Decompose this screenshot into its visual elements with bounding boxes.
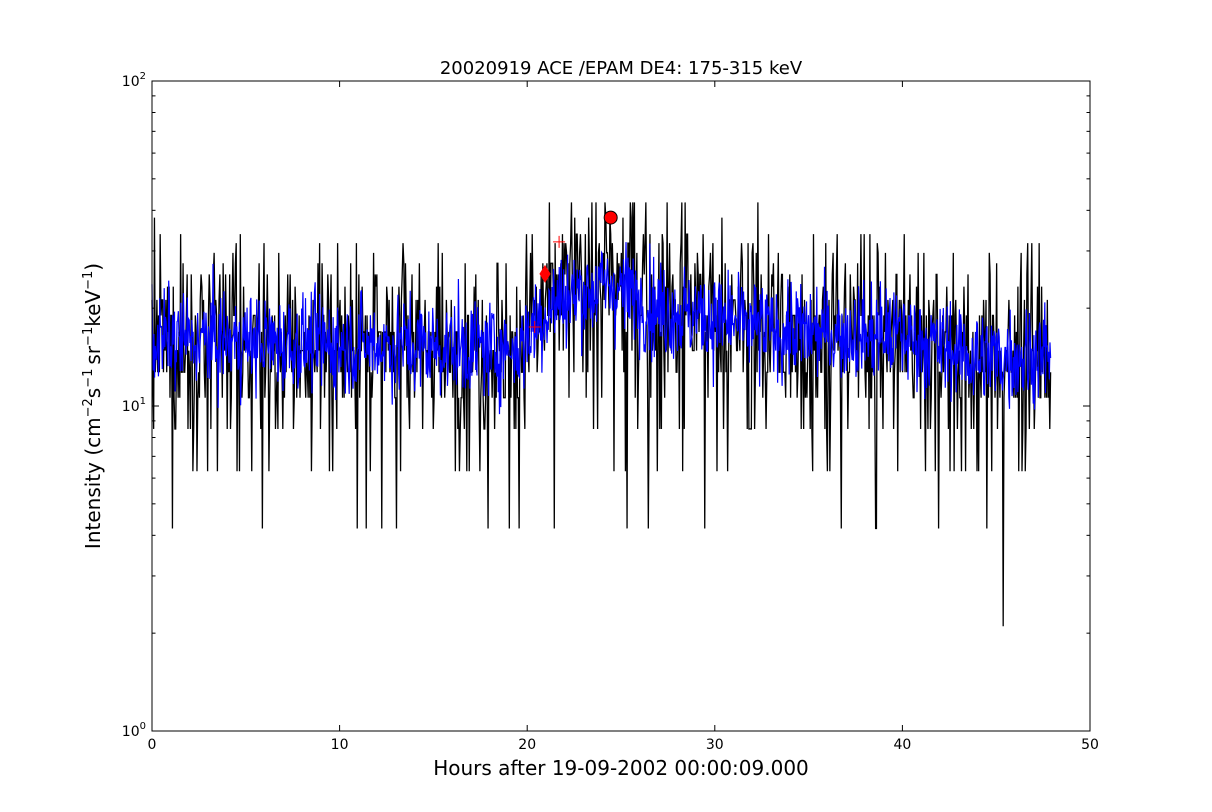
event-markers xyxy=(528,210,618,334)
y-label-exp4: −1 xyxy=(81,271,96,290)
marker-plus xyxy=(528,321,541,334)
y-axis-label: Intensity (cm−2s−1sr−1keV−1) xyxy=(81,263,105,549)
y-tick-label: 101 xyxy=(122,396,146,415)
y-tick-base: 10 xyxy=(122,399,140,415)
x-tick-label: 50 xyxy=(1081,737,1099,753)
y-tick-label: 100 xyxy=(122,721,146,740)
y-tick-exponent: 2 xyxy=(140,71,146,82)
x-tick-label: 40 xyxy=(893,737,911,753)
y-label-close: ) xyxy=(81,263,105,271)
axis-ticks xyxy=(151,81,1091,732)
x-tick-label: 20 xyxy=(518,737,536,753)
y-label-exp3: −1 xyxy=(81,327,96,346)
y-tick-base: 10 xyxy=(122,724,140,740)
x-tick-label: 0 xyxy=(148,737,157,753)
series-smoothed-line xyxy=(151,242,1052,415)
y-tick-base: 10 xyxy=(122,74,140,90)
y-tick-exponent: 0 xyxy=(140,721,146,732)
y-label-s: s xyxy=(81,388,105,398)
plot-area xyxy=(152,81,1090,731)
y-label-exp1: −2 xyxy=(81,398,96,417)
y-label-intensity: Intensity (cm xyxy=(81,417,105,549)
marker-plus xyxy=(553,235,566,248)
y-label-sr: sr xyxy=(81,345,105,364)
y-tick-exponent: 1 xyxy=(140,396,146,407)
x-tick-label: 30 xyxy=(706,737,724,753)
y-label-kev: keV xyxy=(81,290,105,327)
plot-data xyxy=(151,202,1052,627)
marker-diamond xyxy=(539,264,551,283)
y-tick-label: 102 xyxy=(122,71,146,90)
x-tick-label: 10 xyxy=(331,737,349,753)
marker-circle xyxy=(603,210,618,225)
x-axis-label: Hours after 19-09-2002 00:00:09.000 xyxy=(433,756,809,780)
y-label-exp2: −1 xyxy=(81,369,96,388)
chart-title: 20020919 ACE /EPAM DE4: 175-315 keV xyxy=(440,58,803,79)
x-tick-labels: 0 10 20 30 40 50 xyxy=(148,737,1099,753)
